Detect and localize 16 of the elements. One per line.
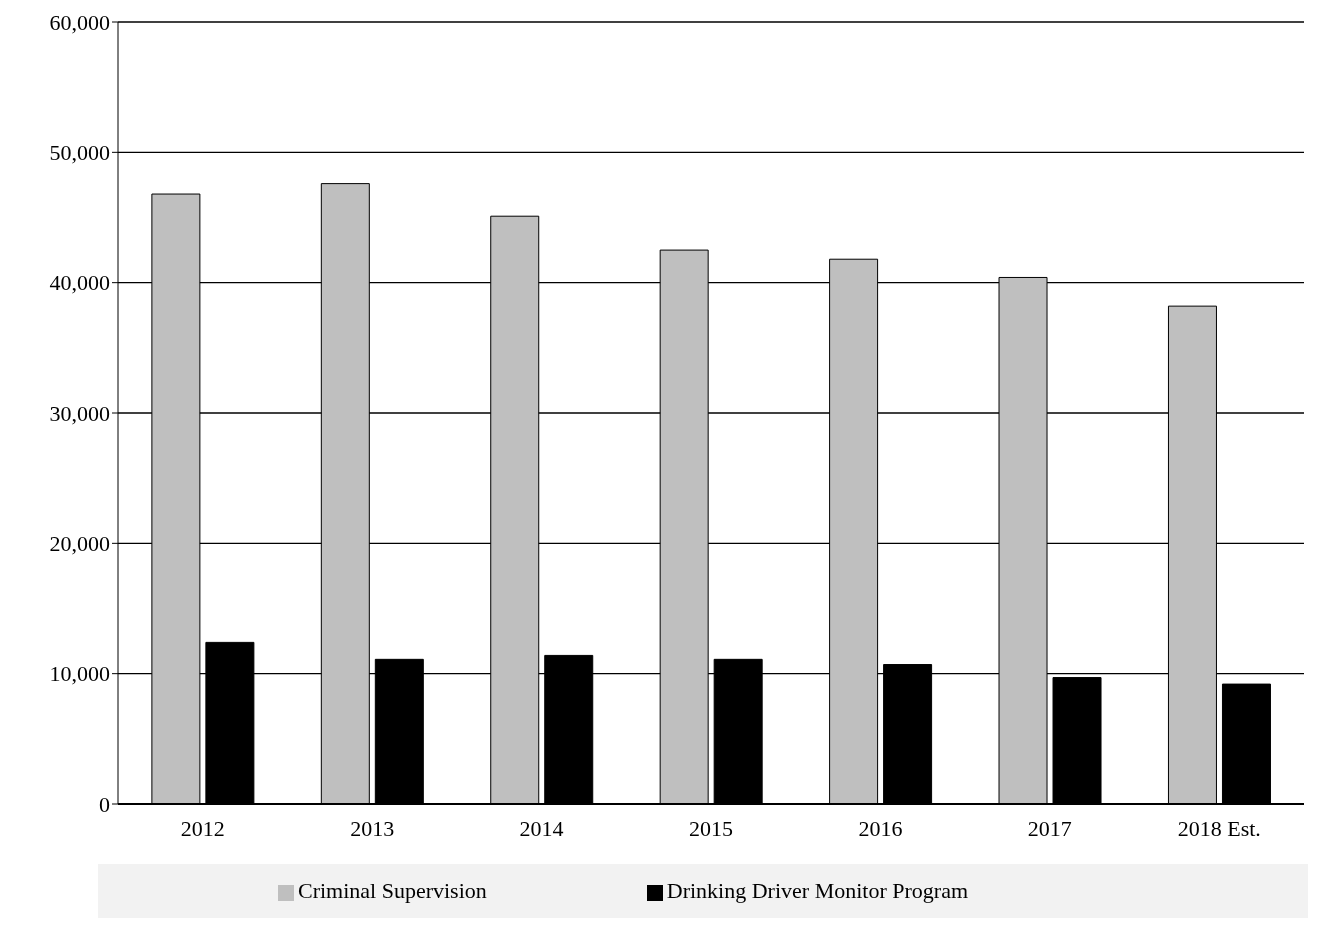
x-tick-label: 2014 <box>519 815 564 841</box>
x-tick-label: 2015 <box>689 815 733 841</box>
y-tick-label: 20,000 <box>49 531 110 557</box>
legend-label: Criminal Supervision <box>297 878 487 903</box>
x-tick-label: 2017 <box>1027 815 1072 841</box>
y-tick-label: 10,000 <box>49 661 110 687</box>
y-tick-label: 30,000 <box>49 400 110 426</box>
y-tick-label: 60,000 <box>49 9 110 35</box>
y-tick-label: 50,000 <box>49 140 110 166</box>
x-tick-label: 2013 <box>350 815 395 841</box>
x-tick-label: 2016 <box>858 815 903 841</box>
y-tick-label: 40,000 <box>49 270 110 296</box>
legend-label: Drinking Driver Monitor Program <box>666 878 969 903</box>
y-tick-label: 0 <box>99 791 110 817</box>
x-tick-label: 2018 Est. <box>1177 815 1261 841</box>
x-tick-label: 2012 <box>180 815 225 841</box>
